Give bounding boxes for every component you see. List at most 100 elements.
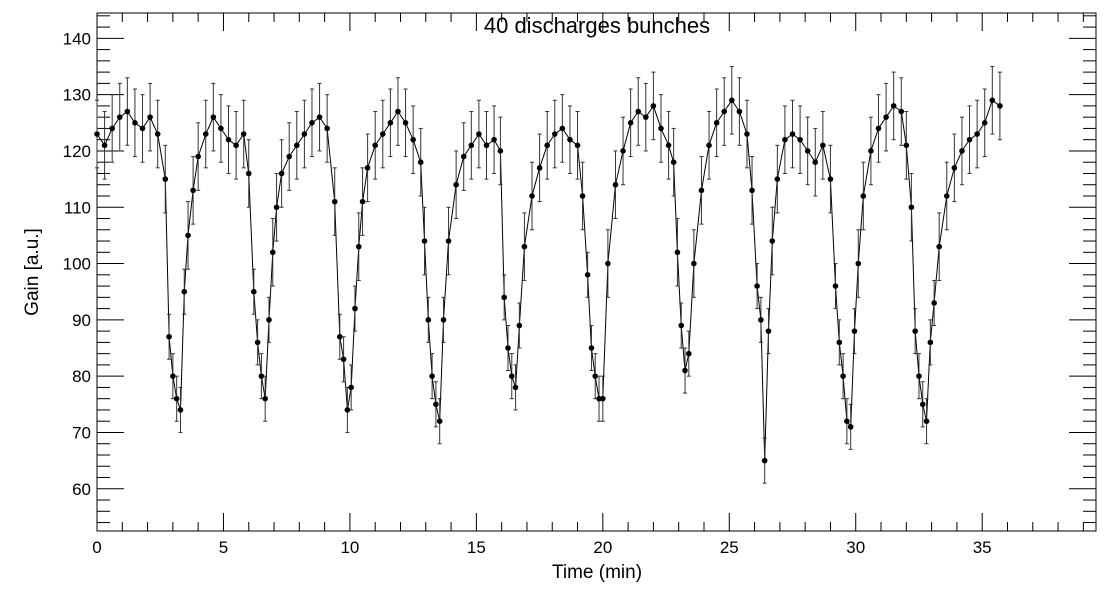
data-point [559,125,566,132]
data-point [505,345,511,351]
data-point [855,260,862,267]
data-point [736,108,743,115]
plot-frame [96,12,1097,532]
chart-title: 40 discharges bunches [484,13,710,38]
data-point [840,373,846,379]
data-point [476,131,482,137]
data-point [844,418,850,425]
data-point [820,142,826,149]
data-point [847,424,854,430]
data-point [258,373,265,379]
y-tick-label: 80 [72,367,91,386]
data-point [804,148,811,154]
data-point [769,238,776,244]
y-tick-label: 70 [72,423,91,442]
data-point [544,142,550,149]
data-point [758,317,764,323]
data-point [116,114,123,120]
data-point [678,322,685,329]
data-point [372,142,379,149]
x-tick-label: 25 [720,538,739,557]
y-tick-label: 100 [63,255,91,274]
data-point [177,407,184,413]
data-point [336,333,343,340]
data-point [574,142,581,149]
data-point [294,142,300,149]
y-tick-label: 140 [63,29,91,48]
data-point [584,272,591,278]
data-point [402,119,409,126]
data-point [567,136,573,143]
data-point [453,181,459,188]
data-point [181,288,188,295]
data-point [483,142,490,149]
data-point [379,131,386,137]
data-point [691,260,697,267]
data-point [139,125,146,132]
data-point [266,317,272,323]
data-point [324,125,330,132]
data-point [754,283,760,289]
data-point [931,300,937,306]
data-point [225,136,232,143]
data-point [551,131,558,137]
data-point [210,114,217,120]
data-point [936,243,942,250]
data-point [395,108,401,115]
data-point [440,317,447,323]
data-point [981,119,988,126]
data-point [612,181,619,188]
data-point [997,103,1003,109]
data-point [890,103,897,109]
data-point [269,249,276,256]
data-point [491,136,497,143]
data-point [185,232,191,239]
data-point [516,322,523,329]
data-point [460,153,467,160]
data-point [251,288,257,295]
data-point [588,345,595,351]
data-point [147,114,153,120]
data-point [286,153,293,160]
data-point [883,114,889,120]
y-tick-label: 120 [63,142,91,161]
data-point [433,401,439,408]
data-point [445,238,452,244]
data-point [912,328,918,334]
data-point [903,142,910,149]
data-point [916,373,922,379]
data-point [512,384,519,391]
data-point [658,125,664,132]
data-point [154,131,161,137]
data-point [627,119,634,126]
data-point [536,165,543,171]
x-tick-label: 5 [219,538,228,557]
data-point [682,367,688,374]
y-axis-title: Gain [a.u.] [22,228,43,316]
data-point [898,108,905,115]
data-point [605,260,611,267]
data-point [851,328,858,334]
data-point [774,176,781,182]
data-point [359,198,366,205]
data-point [592,373,599,379]
axes: 0 5 10 15 20 25 30 35 60 70 80 90 100 110 120 130 140 [63,13,1096,557]
data-point [109,125,115,132]
data-point [254,339,261,346]
data-point [635,108,642,115]
data-point [706,142,712,149]
series-layer [94,65,1003,484]
y-tick-label: 110 [64,198,91,217]
data-point [316,114,323,120]
data-point [436,418,443,425]
data-point [686,350,692,357]
data-point [468,142,475,149]
data-point [782,136,788,143]
data-point [501,294,507,301]
data-point [923,418,930,425]
data-point [309,119,315,126]
data-point [352,305,358,312]
data-point [670,159,677,166]
data-point [262,395,268,402]
data-point [101,142,108,149]
